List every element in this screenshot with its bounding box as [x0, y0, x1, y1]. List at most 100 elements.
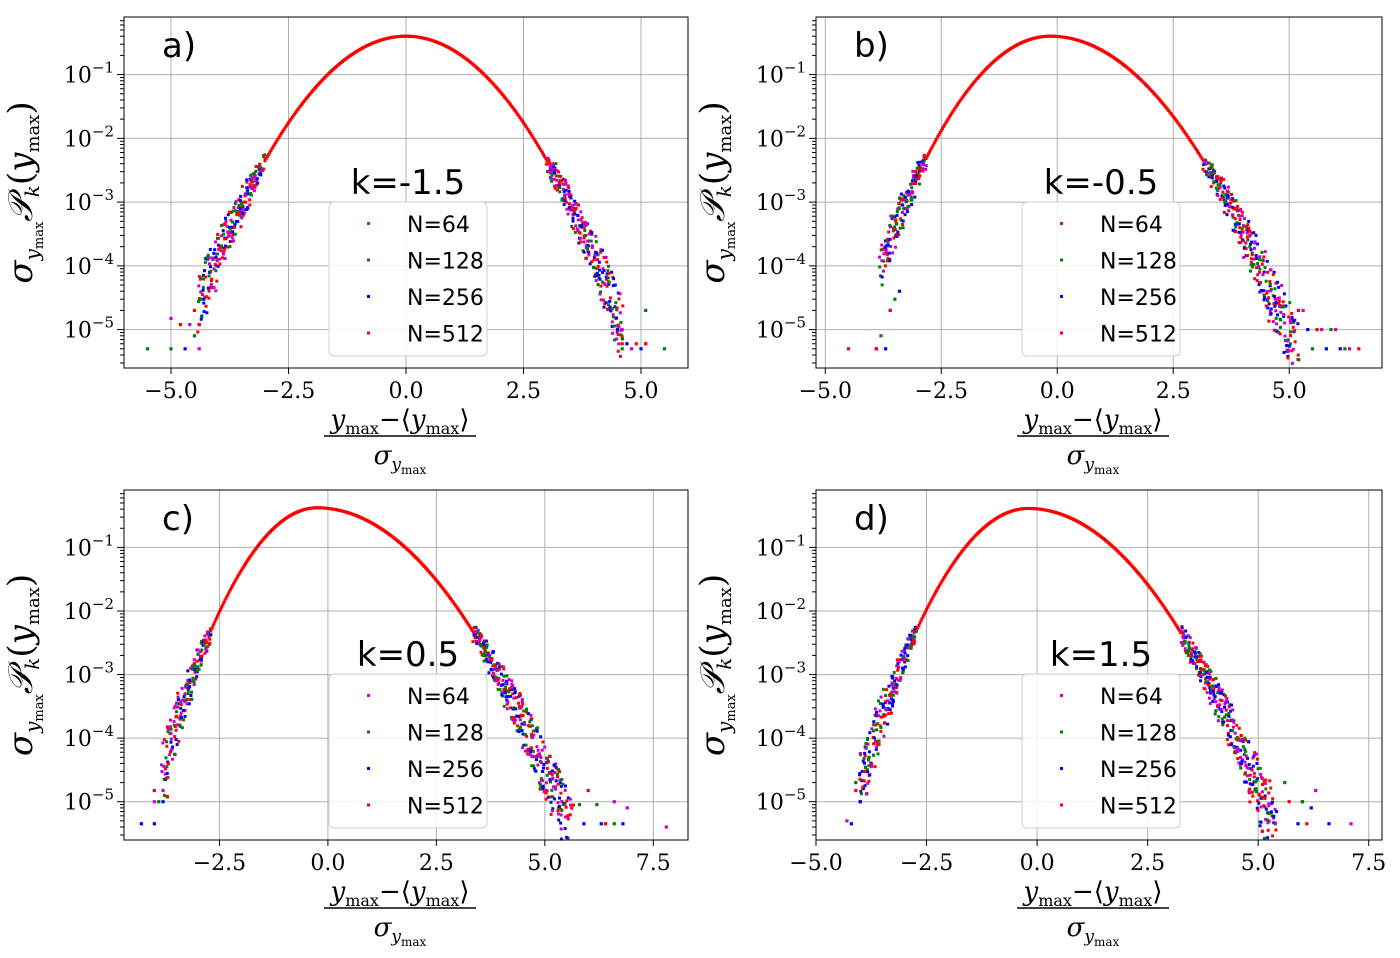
y-tick-label: 10−2	[64, 122, 114, 152]
data-point	[506, 100, 510, 104]
x-tick-label: 5.0	[527, 851, 562, 876]
data-point	[903, 660, 907, 664]
data-point	[523, 720, 527, 724]
data-point	[563, 182, 567, 186]
data-point	[1214, 676, 1218, 680]
data-point	[526, 749, 530, 753]
data-point	[1207, 683, 1211, 687]
data-point	[551, 785, 555, 789]
data-point	[196, 648, 200, 652]
data-point	[1187, 137, 1191, 141]
data-point	[205, 641, 209, 645]
data-point	[1274, 828, 1278, 832]
data-point	[939, 581, 943, 585]
data-point	[1226, 185, 1230, 189]
data-point	[1256, 767, 1260, 771]
data-point	[889, 711, 893, 715]
data-point	[539, 761, 543, 765]
data-point	[551, 776, 555, 780]
data-point	[1184, 636, 1188, 640]
data-point	[274, 141, 278, 145]
data-point	[164, 776, 168, 780]
data-point	[555, 188, 559, 192]
data-point	[1289, 321, 1293, 325]
data-point	[1260, 783, 1264, 787]
data-point	[1233, 217, 1237, 221]
data-point	[936, 135, 940, 139]
data-point	[518, 693, 522, 697]
data-point	[216, 264, 220, 268]
data-point	[1188, 636, 1192, 640]
legend-label: N=256	[407, 286, 484, 311]
data-point	[269, 149, 273, 153]
data-point	[1262, 836, 1266, 840]
data-point	[1267, 819, 1271, 823]
data-point	[519, 713, 523, 717]
data-point	[602, 269, 606, 273]
data-point	[183, 708, 187, 712]
data-point	[1154, 594, 1158, 598]
data-point	[521, 732, 525, 736]
data-point	[944, 121, 948, 125]
data-point	[615, 337, 619, 341]
data-point	[910, 638, 914, 642]
data-point	[1186, 654, 1190, 658]
data-point	[270, 147, 274, 151]
y-tick-label: 10−1	[64, 531, 114, 561]
data-point	[912, 639, 916, 643]
data-point	[485, 643, 489, 647]
data-point	[228, 245, 232, 249]
data-point	[877, 255, 881, 259]
data-point	[176, 691, 180, 695]
data-point	[900, 203, 904, 207]
data-point	[519, 706, 523, 710]
series-n-128	[145, 308, 667, 351]
data-point	[1191, 649, 1195, 653]
data-point	[571, 803, 575, 807]
data-point	[1275, 322, 1279, 326]
data-point	[1238, 214, 1242, 218]
data-point	[563, 196, 567, 200]
data-point	[1209, 669, 1213, 673]
data-point	[493, 667, 497, 671]
data-point	[890, 681, 894, 685]
data-point	[1168, 613, 1172, 617]
data-point	[541, 784, 545, 788]
data-point	[911, 176, 915, 180]
data-point	[1219, 691, 1223, 695]
data-point	[549, 780, 553, 784]
data-point	[1237, 726, 1241, 730]
data-point	[210, 277, 214, 281]
data-point	[1264, 787, 1268, 791]
data-point	[535, 745, 539, 749]
data-point	[891, 676, 895, 680]
x-tick-label: 7.5	[636, 851, 671, 876]
data-point	[550, 788, 554, 792]
data-point	[1162, 605, 1166, 609]
legend-label: N=256	[1100, 758, 1177, 783]
x-axis-label: ymax−⟨ymax⟩σymax	[324, 877, 476, 949]
data-point	[889, 245, 893, 249]
data-point	[609, 309, 613, 313]
data-point	[1217, 186, 1221, 190]
data-point	[215, 279, 219, 283]
data-point	[953, 558, 957, 562]
data-point	[539, 149, 543, 153]
data-point	[524, 749, 528, 753]
data-point	[1159, 600, 1163, 604]
data-point	[899, 198, 903, 202]
data-point	[1251, 756, 1255, 760]
data-point	[590, 246, 594, 250]
x-tick-label: −2.5	[193, 851, 246, 876]
data-point	[1273, 821, 1277, 825]
data-point	[1266, 306, 1270, 310]
data-point	[893, 215, 897, 219]
data-point	[1248, 778, 1252, 782]
data-point	[886, 708, 890, 712]
data-point	[604, 255, 608, 259]
data-point	[1237, 230, 1241, 234]
data-point	[1205, 173, 1209, 177]
data-point	[507, 678, 511, 682]
data-point	[572, 210, 576, 214]
data-point	[502, 704, 506, 708]
